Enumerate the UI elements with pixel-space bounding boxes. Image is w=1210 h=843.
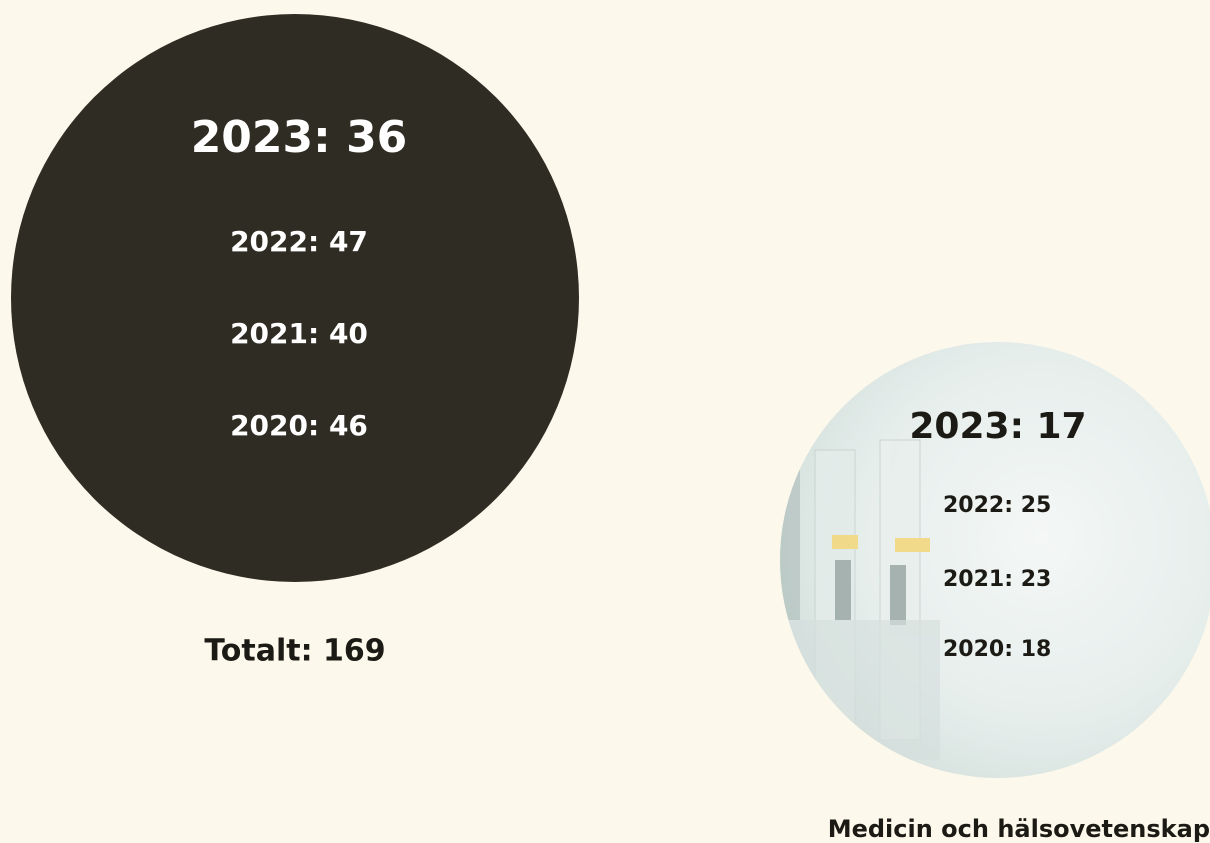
year-line: 2021: 40 — [230, 317, 368, 350]
infographic: 2023: 36 2022: 47 2021: 40 2020: 46 2023: 1… — [0, 0, 1210, 843]
year-line: 2022: 47 — [230, 225, 368, 258]
year-line: 2021: 23 — [943, 567, 1051, 592]
year-headline: 2023: 36 — [191, 112, 408, 163]
year-line: 2020: 46 — [230, 409, 368, 442]
category-label: Medicin och hälsovetenskap — [828, 815, 1210, 843]
page: 2023: 36 2022: 47 2021: 40 2020: 46 2023: 1… — [0, 0, 1210, 843]
total: Totalt: 169 — [204, 634, 385, 669]
year-line: 2022: 25 — [943, 493, 1051, 518]
dark-circle — [11, 14, 579, 582]
year-headline: 2023: 17 — [909, 406, 1086, 447]
year-line: 2020: 18 — [943, 637, 1051, 662]
